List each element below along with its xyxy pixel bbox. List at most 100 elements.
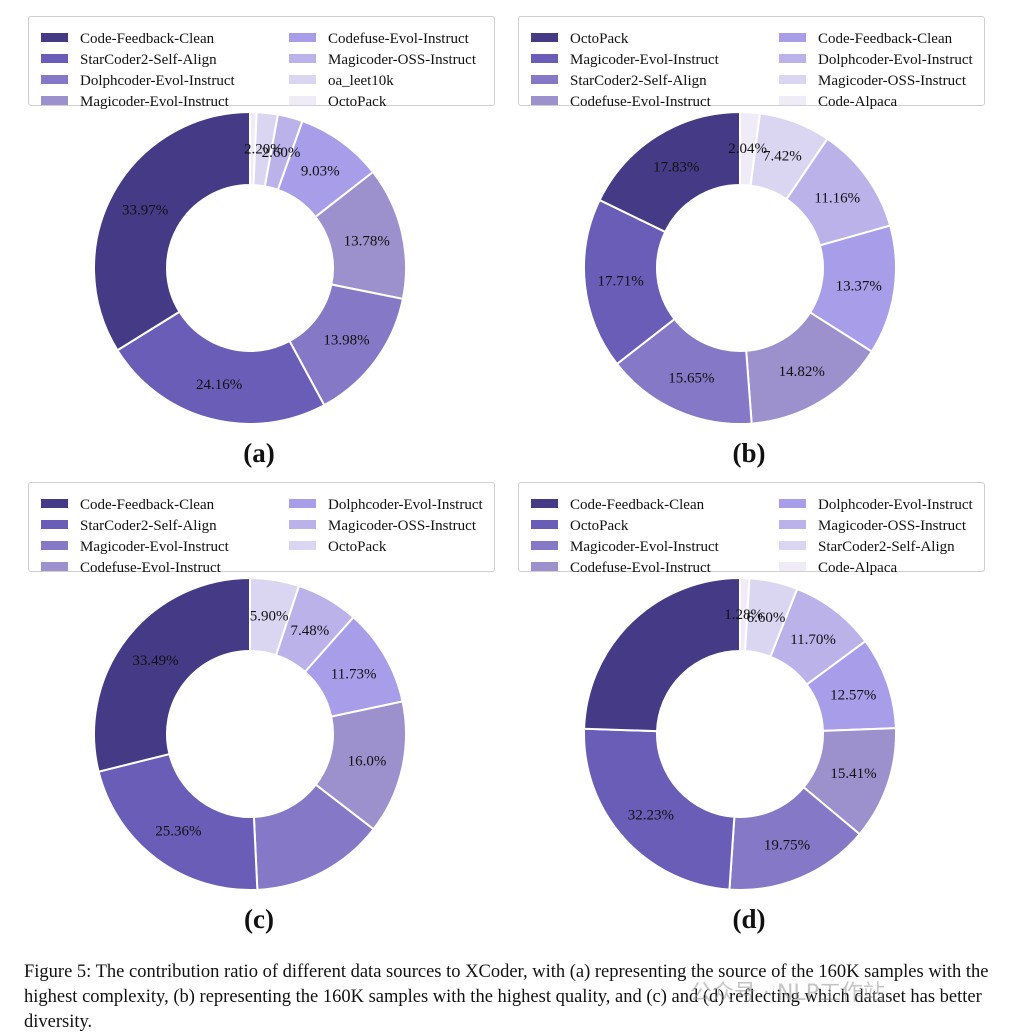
slice-label-code-feedback-clean: 13.37% [836, 278, 882, 294]
legend-swatch [41, 54, 68, 63]
legend-item-oa-leet10k: oa_leet10k [289, 72, 394, 90]
slice-label-codefuse-evol-instruct: 15.41% [830, 766, 876, 782]
legend-swatch [531, 96, 558, 105]
legend-swatch [289, 75, 316, 84]
slice-label-octopack: 5.90% [250, 609, 289, 625]
legend-item-starcoder2-self-align: StarCoder2-Self-Align [531, 72, 707, 90]
legend-swatch [531, 562, 558, 571]
legend-label: StarCoder2-Self-Align [818, 539, 955, 555]
slice-label-octopack: 32.23% [628, 807, 674, 823]
legend-label: Codefuse-Evol-Instruct [80, 560, 221, 576]
slice-label-starcoder2-self-align: 15.65% [668, 371, 714, 387]
slice-label-code-feedback-clean: 33.49% [132, 653, 178, 669]
legend-swatch [289, 54, 316, 63]
legend-swatch [41, 96, 68, 105]
chart-panel-c: Code-Feedback-Clean StarCoder2-Self-Align… [20, 474, 500, 944]
slice-label-dolphcoder-evol-instruct: 11.16% [814, 191, 860, 207]
legend-swatch [41, 541, 68, 550]
panel-label: (d) [732, 904, 766, 934]
watermark-text: 公众号 · NLP工作站 [690, 981, 885, 1006]
legend-label: StarCoder2-Self-Align [80, 518, 217, 534]
legend-item-octopack: OctoPack [531, 30, 628, 48]
legend-label: Dolphcoder-Evol-Instruct [818, 497, 973, 513]
slice-label-code-alpaca: 1.28% [724, 607, 763, 623]
slice-starcoder2-self-align [97, 752, 259, 891]
legend-label: Magicoder-Evol-Instruct [80, 539, 229, 555]
slice-label-magicoder-oss-instruct: 2.60% [262, 145, 301, 161]
legend-label: Code-Feedback-Clean [818, 31, 953, 47]
legend-label: Codefuse-Evol-Instruct [328, 31, 469, 47]
legend-swatch [41, 520, 68, 529]
legend-label: oa_leet10k [328, 73, 394, 89]
legend-label: StarCoder2-Self-Align [570, 73, 707, 89]
legend-item-starcoder2-self-align: StarCoder2-Self-Align [779, 538, 955, 556]
slice-label-codefuse-evol-instruct: 9.03% [301, 164, 340, 180]
legend-item-magicoder-oss-instruct: Magicoder-OSS-Instruct [779, 517, 966, 535]
legend-label: Code-Alpaca [818, 94, 898, 110]
legend-label: Dolphcoder-Evol-Instruct [328, 497, 483, 513]
donut-chart: 2.20%2.60%9.03% 13.78% 13.98% 24.16% 33.97% [93, 110, 407, 425]
figure-caption: Figure 5: The contribution ratio of diff… [24, 962, 989, 1032]
legend-item-code-alpaca: Code-Alpaca [779, 559, 897, 577]
legend-swatch [41, 75, 68, 84]
legend-label: Code-Alpaca [818, 560, 898, 576]
legend-swatch [531, 54, 558, 63]
slice-starcoder2-self-align [116, 310, 326, 425]
slice-label-magicoder-evol-instruct: 13.78% [344, 233, 390, 249]
slice-label-dolphcoder-evol-instruct: 12.57% [830, 687, 876, 703]
slice-label-starcoder2-self-align: 25.36% [155, 823, 201, 839]
legend-item-magicoder-evol-instruct: Magicoder-Evol-Instruct [41, 93, 229, 111]
legend-label: Magicoder-OSS-Instruct [818, 518, 967, 534]
legend-item-code-alpaca: Code-Alpaca [779, 93, 897, 111]
legend-label: Magicoder-OSS-Instruct [328, 518, 477, 534]
legend-item-dolphcoder-evol-instruct: Dolphcoder-Evol-Instruct [779, 496, 973, 514]
slice-code-feedback-clean [93, 576, 251, 773]
legend-item-code-feedback-clean: Code-Feedback-Clean [531, 496, 704, 514]
legend-label: OctoPack [328, 539, 387, 555]
donut-chart: 5.90%7.48% 11.73% 16.0% 25.36% 33.49% [93, 576, 407, 891]
legend-swatch [531, 75, 558, 84]
legend-label: Magicoder-Evol-Instruct [570, 539, 719, 555]
legend-item-octopack: OctoPack [289, 93, 386, 111]
legend-label: Magicoder-Evol-Instruct [570, 52, 719, 68]
slice-label-octopack: 17.83% [653, 159, 699, 175]
donut-chart: 1.28%6.60%11.70% 12.57% 15.41% 19.75% 32.23% [583, 576, 897, 891]
legend-item-codefuse-evol-instruct: Codefuse-Evol-Instruct [531, 93, 711, 111]
slice-label-codefuse-evol-instruct: 14.82% [779, 364, 825, 380]
legend-swatch [779, 562, 806, 571]
legend-swatch [289, 33, 316, 42]
legend-swatch [779, 520, 806, 529]
legend-item-octopack: OctoPack [289, 538, 386, 556]
legend-item-starcoder2-self-align: StarCoder2-Self-Align [41, 51, 217, 69]
slice-label-magicoder-evol-instruct: 17.71% [598, 274, 644, 290]
slice-label-magicoder-evol-instruct: 19.75% [764, 837, 810, 853]
slice-octopack [598, 110, 741, 234]
legend: Code-Feedback-Clean OctoPack Magicoder-Evo… [518, 482, 985, 576]
legend-swatch [531, 541, 558, 550]
legend-swatch [531, 520, 558, 529]
legend-swatch [779, 541, 806, 550]
slice-code-feedback-clean [93, 110, 251, 352]
donut-chart: 2.04%7.42% 11.16% 13.37% 14.82% 15.65% 17.71%… [583, 110, 897, 425]
legend-label: StarCoder2-Self-Align [80, 52, 217, 68]
legend: Code-Feedback-Clean StarCoder2-Self-Align… [28, 16, 495, 110]
legend-item-code-feedback-clean: Code-Feedback-Clean [41, 30, 214, 48]
legend-swatch [531, 33, 558, 42]
legend-swatch [531, 499, 558, 508]
legend-item-magicoder-evol-instruct: Magicoder-Evol-Instruct [41, 538, 229, 556]
legend-swatch [289, 520, 316, 529]
slice-label-code-feedback-clean: 33.97% [122, 203, 168, 219]
legend-item-dolphcoder-evol-instruct: Dolphcoder-Evol-Instruct [779, 51, 973, 69]
legend-swatch [779, 75, 806, 84]
chart-panel-d: Code-Feedback-Clean OctoPack Magicoder-Evo… [510, 474, 990, 944]
legend-swatch [779, 96, 806, 105]
legend-item-octopack: OctoPack [531, 517, 628, 535]
slice-label-magicoder-oss-instruct: 7.42% [763, 149, 802, 165]
legend-swatch [289, 96, 316, 105]
slice-label-oa-leet10k: 2.20% [244, 142, 283, 158]
legend-label: Dolphcoder-Evol-Instruct [80, 73, 235, 89]
legend-swatch [779, 54, 806, 63]
legend-item-magicoder-oss-instruct: Magicoder-OSS-Instruct [779, 72, 966, 90]
legend-item-codefuse-evol-instruct: Codefuse-Evol-Instruct [289, 30, 469, 48]
legend-swatch [779, 499, 806, 508]
